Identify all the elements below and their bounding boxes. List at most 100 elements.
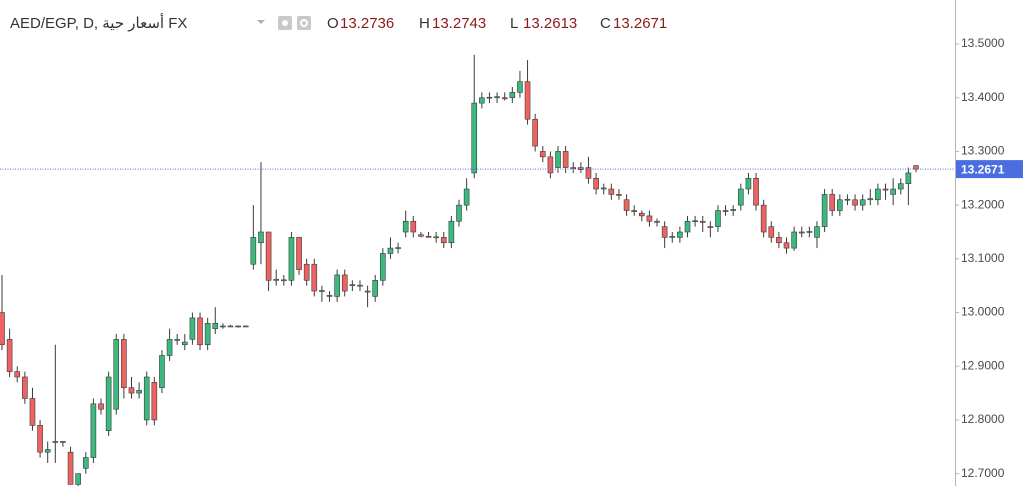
candle-body (897, 183, 904, 190)
y-tick-label: 13.4000 (961, 90, 1005, 104)
y-tick-label: 13.3000 (961, 144, 1005, 158)
candle-body (791, 231, 797, 249)
candle-body (98, 403, 104, 410)
candle-body (844, 198, 851, 201)
candle-body (547, 156, 554, 174)
candle-body (75, 473, 81, 485)
candle-body (105, 376, 112, 431)
symbol-title: AED/EGP, D, أسعار حية FX (10, 13, 187, 32)
candle-body (235, 325, 241, 328)
candle-body (623, 199, 630, 211)
candle-body (281, 279, 287, 282)
ohlc-key: O (327, 15, 339, 32)
settings-icon[interactable] (297, 16, 311, 30)
candle-body (654, 220, 660, 223)
candle-body (661, 226, 668, 238)
candle-body (707, 226, 714, 228)
candle-body (806, 231, 813, 233)
candle-body (227, 325, 234, 328)
candle-body (585, 167, 592, 179)
candle-body (341, 274, 348, 292)
last-price-label: 13.2671 (961, 162, 1005, 176)
candle-body (380, 253, 386, 281)
candle-body (814, 226, 820, 238)
y-tick-label: 13.5000 (961, 36, 1005, 50)
candle-body (296, 237, 302, 270)
candle-body (821, 194, 828, 227)
candle-body (631, 210, 637, 212)
candle-body (29, 398, 36, 426)
candle-body (82, 457, 89, 469)
candle-body (440, 237, 447, 244)
candle-body (425, 235, 432, 238)
candle-body (121, 339, 127, 389)
candle-body (776, 237, 782, 244)
ohlc-value: 13.2613 (523, 15, 577, 32)
ohlc-key: C (600, 15, 611, 32)
candle-body (288, 237, 295, 281)
candle-body (456, 204, 462, 222)
candle-body (913, 165, 919, 170)
candle-body (166, 339, 173, 356)
candle-body (151, 382, 158, 421)
candle-body (882, 188, 889, 191)
candle-body (0, 312, 5, 346)
candle-body (197, 317, 203, 346)
candle-body (646, 215, 653, 222)
candle-body (494, 96, 500, 99)
candle-body (433, 236, 439, 239)
candle-body (395, 247, 401, 249)
candle-body (669, 235, 676, 238)
candle-body (387, 247, 394, 254)
candle-body (60, 441, 66, 443)
plot-area (0, 54, 919, 486)
candle-body (555, 151, 561, 168)
candle-body (402, 220, 409, 233)
candle-body (113, 339, 120, 410)
candle-body (319, 290, 325, 292)
legend-header: AED/EGP, D, أسعار حية FX O 13.2736 H 13.274… (0, 8, 690, 38)
header-bg (0, 8, 690, 38)
candle-body (143, 376, 150, 421)
candle-body (14, 371, 21, 378)
candle-body (22, 376, 28, 399)
candle-body (486, 96, 493, 99)
last-price-box (956, 160, 1023, 179)
candle-body (753, 177, 759, 206)
candle-body (265, 231, 272, 281)
ohlc-value: 13.2743 (432, 15, 486, 32)
visibility-icon-eye (282, 20, 288, 26)
dropdown-caret[interactable] (257, 20, 265, 24)
candle-body (159, 355, 165, 389)
candle-body (128, 387, 135, 394)
candle-body (136, 390, 142, 394)
candle-body (90, 403, 97, 458)
settings-icon-gear (300, 19, 308, 27)
candle-body (311, 263, 318, 292)
candle-body (722, 210, 729, 212)
candle-body (699, 220, 706, 223)
ohlc-key: H (419, 15, 430, 32)
candle-body (517, 81, 523, 93)
candle-body (684, 220, 691, 233)
candle-body (349, 284, 356, 286)
candle-body (859, 199, 866, 206)
candle-body (532, 118, 538, 147)
candle-body (463, 188, 470, 206)
candle-body (852, 199, 858, 206)
y-tick-label: 12.9000 (961, 358, 1005, 372)
candle-body (730, 209, 737, 211)
candle-body (334, 274, 340, 297)
candle-body (768, 226, 775, 238)
y-tick-label: 12.7000 (961, 466, 1005, 480)
candle-body (837, 199, 843, 211)
candle-body (44, 449, 51, 453)
candle-body (783, 242, 790, 249)
y-tick-label: 13.0000 (961, 305, 1005, 319)
candle-body (738, 188, 744, 206)
candle-body (471, 102, 478, 174)
candle-body (745, 177, 752, 190)
candle-body (760, 204, 767, 233)
